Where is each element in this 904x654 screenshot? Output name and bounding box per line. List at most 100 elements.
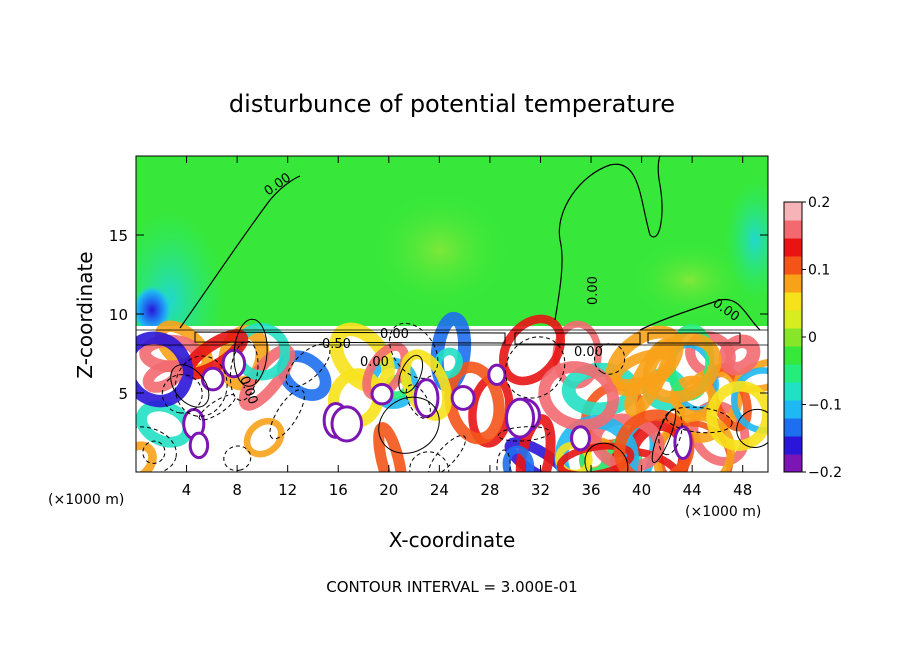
turb-contour — [405, 384, 431, 419]
x-axis: 4 8 12 16 20 24 28 32 36 40 44 48 — [182, 156, 752, 499]
colorbar-segment — [784, 256, 802, 275]
x-unit-label: (×1000 m) — [685, 504, 761, 520]
colorbar-segment — [784, 454, 802, 473]
turb-contour — [651, 408, 677, 464]
x-tick-label: 8 — [232, 481, 242, 499]
colorbar-tick-label: 0.1 — [808, 263, 830, 279]
turb-contour — [428, 434, 467, 472]
contour-lines — [136, 156, 768, 346]
turb-swirl — [538, 361, 619, 432]
x-axis-label: X-coordinate — [389, 528, 516, 552]
colorbar-tick-label: 0 — [808, 330, 817, 346]
turb-core — [370, 382, 394, 406]
turb-swirl — [136, 441, 157, 472]
turb-contour — [504, 336, 566, 399]
turb-contour — [136, 426, 177, 472]
turb-core — [673, 425, 693, 460]
x-tick-label: 44 — [683, 481, 702, 499]
contour-label: 0.50 — [322, 337, 351, 352]
turb-contour — [409, 451, 450, 472]
turb-swirl — [400, 349, 453, 421]
turb-contour — [233, 318, 268, 387]
colorbar-segment — [784, 220, 802, 239]
turb-swirl — [556, 442, 635, 472]
colorbar-tick-label: 0.2 — [808, 195, 830, 211]
turbulent-layer — [136, 311, 768, 472]
contour-interval-note: CONTOUR INTERVAL = 3.000E-01 — [326, 578, 577, 596]
turb-core — [188, 431, 210, 460]
contour-label: 0.00 — [380, 327, 409, 342]
turbulence-contours — [136, 318, 768, 472]
colorbar-tick-label: −0.1 — [808, 398, 842, 414]
turb-contour — [497, 426, 551, 442]
y-tick-label: 10 — [109, 306, 128, 324]
turb-swirl — [444, 361, 505, 445]
contour-label: 0.00 — [586, 276, 601, 305]
y-tick-label: 5 — [118, 385, 128, 403]
turb-contour — [229, 340, 259, 401]
turb-contour — [223, 445, 252, 472]
x-tick-label: 12 — [278, 481, 297, 499]
colorbar-segment — [784, 310, 802, 329]
turb-swirl — [642, 332, 722, 404]
y-axis: 5 10 15 — [109, 227, 768, 403]
turb-swirl — [730, 367, 768, 434]
turb-core — [570, 425, 591, 452]
turb-swirl — [373, 422, 408, 472]
turb-contour — [161, 374, 203, 414]
turb-contour — [594, 343, 626, 375]
x-tick-label: 28 — [480, 481, 499, 499]
colorbar-segment — [784, 274, 802, 293]
turb-contour — [665, 406, 733, 434]
turb-swirl — [706, 380, 768, 451]
turb-contour — [658, 409, 683, 456]
colorbar: 0.2 0.1 0 −0.1 −0.2 — [783, 195, 842, 481]
turb-swirl — [499, 314, 565, 386]
x-tick-label: 48 — [733, 481, 752, 499]
turb-core — [504, 397, 536, 439]
colorbar-tick-label: −0.2 — [808, 465, 842, 481]
light-green-region — [370, 190, 510, 310]
turb-core — [200, 366, 225, 392]
turb-swirl — [243, 417, 285, 458]
x-tick-label: 24 — [430, 481, 449, 499]
turb-swirl — [142, 360, 184, 393]
turb-contour — [496, 449, 511, 472]
chart-title: disturbunce of potential temperature — [229, 90, 675, 118]
turb-core — [330, 405, 363, 443]
turb-swirl — [502, 445, 535, 472]
colorbar-segment — [784, 436, 802, 455]
turb-contour — [269, 389, 305, 440]
x-tick-label: 40 — [632, 481, 651, 499]
colorbar-segment — [784, 346, 802, 365]
colorbar-segment — [784, 238, 802, 257]
turb-contour — [142, 440, 166, 464]
turb-contour — [170, 364, 210, 408]
turb-contour — [198, 394, 236, 421]
x-tick-label: 16 — [329, 481, 348, 499]
colorbar-segment — [784, 364, 802, 383]
turb-contour — [285, 343, 331, 388]
turb-contour — [389, 322, 439, 379]
colorbar-segment — [784, 292, 802, 311]
x-tick-label: 20 — [379, 481, 398, 499]
turb-swirl — [136, 331, 194, 408]
turb-contour — [584, 442, 629, 472]
plot-area: 0.00 0.00 0.00 0.00 0.00 0.00 0.50 0.00 — [136, 156, 768, 472]
colorbar-segment — [784, 202, 802, 221]
colorbar-segment — [784, 400, 802, 419]
turb-contour — [174, 355, 228, 417]
y-axis-label: Z-coordinate — [73, 251, 97, 378]
turb-contour — [398, 354, 424, 394]
x-tick-label: 36 — [581, 481, 600, 499]
turb-core — [487, 363, 507, 386]
contour-label: 0.00 — [574, 345, 603, 360]
contour-label: 0.00 — [360, 355, 389, 370]
turb-contour — [378, 396, 440, 454]
colorbar-segment — [784, 418, 802, 437]
colorbar-segment — [784, 328, 802, 347]
x-tick-label: 32 — [531, 481, 550, 499]
colorbar-segment — [784, 382, 802, 401]
y-tick-label: 15 — [109, 227, 128, 245]
